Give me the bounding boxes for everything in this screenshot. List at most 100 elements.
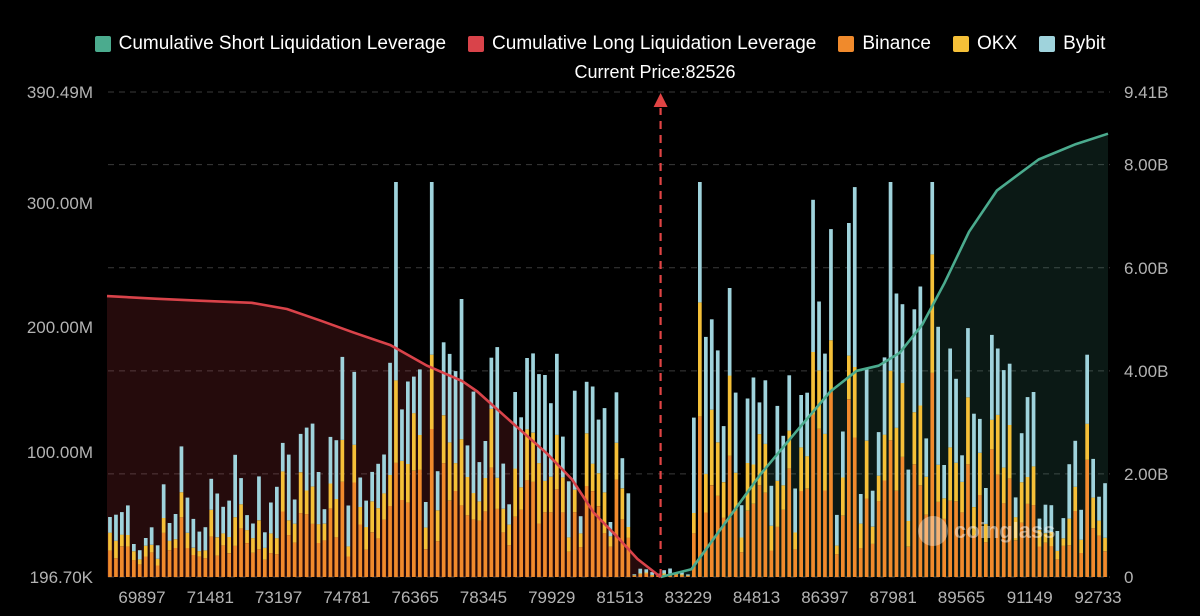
bar-binance-136 — [918, 485, 923, 577]
legend-item-bybit[interactable]: Bybit — [1039, 33, 1105, 55]
bar-okx-70 — [525, 429, 529, 481]
bar-binance-79 — [578, 547, 583, 577]
bar-bybit-143 — [960, 455, 964, 482]
bar-binance-153 — [1019, 522, 1024, 577]
bar-okx-46 — [382, 493, 386, 520]
bar-binance-74 — [549, 512, 553, 577]
x-tick-label-1: 71481 — [187, 588, 234, 607]
x-tick-label-5: 78345 — [460, 588, 507, 607]
bar-binance-60 — [465, 515, 470, 577]
x-tick-label-4: 76365 — [392, 588, 439, 607]
bar-bybit-98 — [692, 417, 696, 513]
bar-binance-164 — [1085, 459, 1089, 577]
legend-item-long[interactable]: Cumulative Long Liquidation Leverage — [468, 33, 816, 55]
bar-bybit-113 — [781, 435, 786, 486]
bar-okx-16 — [203, 550, 208, 559]
bar-binance-75 — [555, 489, 559, 577]
bar-binance-159 — [1055, 559, 1060, 577]
bar-okx-20 — [227, 536, 231, 554]
bar-bybit-153 — [1019, 433, 1024, 483]
bar-bybit-139 — [936, 326, 940, 465]
bar-binance-116 — [799, 491, 803, 577]
bar-binance-152 — [1013, 540, 1018, 577]
bar-okx-147 — [984, 523, 988, 543]
bar-bybit-128 — [870, 490, 875, 527]
bar-bybit-0 — [108, 517, 112, 533]
bar-bybit-36 — [322, 509, 327, 524]
legend-label-binance: Binance — [862, 33, 931, 54]
bar-binance-25 — [257, 549, 261, 577]
bar-bybit-100 — [704, 336, 708, 474]
x-tick-label-8: 83229 — [665, 588, 712, 607]
bar-binance-99 — [698, 416, 702, 577]
bar-bybit-117 — [805, 392, 809, 457]
coinglass-watermark: coinglass — [918, 516, 1055, 546]
bar-okx-50 — [406, 464, 410, 503]
bar-bybit-57 — [447, 353, 452, 443]
x-tick-label-9: 84813 — [733, 588, 780, 607]
bar-binance-10 — [167, 550, 172, 577]
bar-binance-107 — [745, 510, 750, 577]
bar-binance-26 — [263, 559, 267, 577]
bar-okx-165 — [1091, 497, 1095, 529]
bar-binance-86 — [620, 519, 625, 577]
bar-bybit-151 — [1007, 363, 1012, 425]
bar-bybit-101 — [709, 319, 714, 410]
bar-bybit-2 — [120, 512, 124, 535]
bar-okx-111 — [769, 525, 774, 551]
bar-binance-69 — [519, 509, 523, 577]
legend-item-binance[interactable]: Binance — [838, 33, 931, 55]
bar-okx-68 — [513, 468, 517, 517]
bar-bybit-70 — [525, 358, 529, 430]
bar-okx-129 — [876, 475, 881, 502]
bar-binance-78 — [572, 512, 577, 577]
bar-okx-58 — [453, 463, 458, 491]
bar-bybit-119 — [817, 301, 821, 371]
bar-binance-156 — [1037, 546, 1042, 577]
bar-bybit-160 — [1061, 518, 1066, 539]
bar-bybit-90 — [644, 569, 649, 573]
bar-bybit-133 — [900, 304, 905, 384]
bar-okx-8 — [155, 558, 160, 566]
bar-okx-34 — [310, 486, 315, 524]
bar-okx-18 — [215, 537, 220, 556]
bar-binance-23 — [245, 543, 249, 577]
bar-okx-25 — [257, 520, 261, 550]
bar-bybit-29 — [280, 442, 285, 472]
bar-binance-82 — [596, 506, 601, 577]
bar-binance-29 — [280, 511, 285, 577]
bar-binance-51 — [412, 470, 416, 577]
bar-binance-21 — [233, 545, 237, 577]
bar-okx-135 — [912, 412, 917, 465]
bar-okx-123 — [841, 477, 845, 516]
x-tick-label-6: 79929 — [528, 588, 575, 607]
current-price-label: Current Price:82526 — [574, 62, 736, 82]
bar-binance-106 — [739, 552, 744, 577]
bar-bybit-163 — [1079, 509, 1083, 540]
bar-okx-116 — [799, 447, 803, 492]
bar-binance-14 — [191, 555, 196, 577]
bar-bybit-116 — [799, 395, 803, 448]
legend-item-okx[interactable]: OKX — [953, 33, 1017, 55]
bar-bybit-39 — [340, 356, 345, 440]
bar-okx-118 — [811, 351, 815, 415]
bar-okx-139 — [936, 464, 940, 502]
watermark-text: coinglass — [954, 518, 1056, 543]
bar-okx-74 — [549, 476, 553, 513]
bar-okx-61 — [471, 493, 476, 520]
bar-bybit-166 — [1097, 496, 1101, 521]
legend-item-short[interactable]: Cumulative Short Liquidation Leverage — [94, 33, 446, 55]
bar-okx-127 — [864, 440, 869, 499]
bar-okx-115 — [793, 532, 797, 550]
bar-binance-98 — [692, 533, 696, 577]
bar-bybit-11 — [173, 514, 178, 540]
coinglass-logo-icon — [918, 516, 948, 546]
bar-binance-53 — [423, 549, 428, 577]
bar-binance-22 — [239, 528, 243, 577]
bar-bybit-62 — [477, 462, 482, 502]
bar-bybit-146 — [978, 418, 982, 453]
bar-bybit-152 — [1013, 497, 1018, 518]
bar-bybit-42 — [358, 477, 363, 507]
bar-binance-30 — [286, 535, 291, 577]
